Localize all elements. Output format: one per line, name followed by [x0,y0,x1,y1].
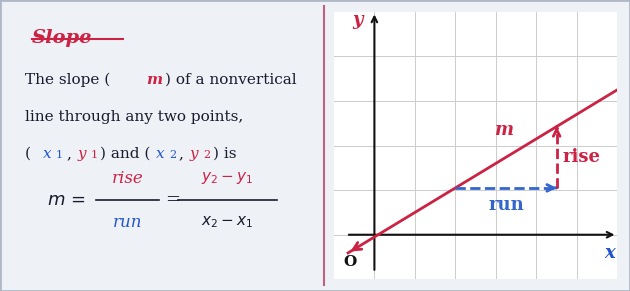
Text: rise: rise [563,148,601,166]
Text: 1: 1 [56,150,63,160]
Text: y: y [352,11,363,29]
Text: x: x [156,147,164,161]
Text: line through any two points,: line through any two points, [25,110,243,124]
Text: x: x [605,244,616,262]
Text: 1: 1 [91,150,98,160]
Text: $m\,=$: $m\,=$ [47,191,86,209]
Text: 2: 2 [203,150,210,160]
Text: rise: rise [112,170,144,187]
Text: (: ( [25,147,32,161]
Text: ) of a nonvertical: ) of a nonvertical [165,73,297,87]
Text: ) and (: ) and ( [100,147,151,161]
Text: y: y [190,147,198,161]
Text: y: y [77,147,86,161]
Text: O: O [343,255,357,269]
Text: The slope (: The slope ( [25,73,110,87]
Text: $x_2 - x_1$: $x_2 - x_1$ [201,215,253,230]
Text: Slope: Slope [32,29,92,47]
Text: ) is: ) is [213,147,236,161]
Text: $y_2 - y_1$: $y_2 - y_1$ [201,170,253,186]
Text: run: run [488,196,524,214]
Text: x: x [43,147,51,161]
Text: ,: , [66,147,71,161]
Text: =: = [165,191,180,209]
Text: m: m [147,73,163,87]
Text: m: m [495,121,513,139]
Text: 2: 2 [169,150,176,160]
Text: run: run [113,214,142,231]
Text: ,: , [179,147,184,161]
